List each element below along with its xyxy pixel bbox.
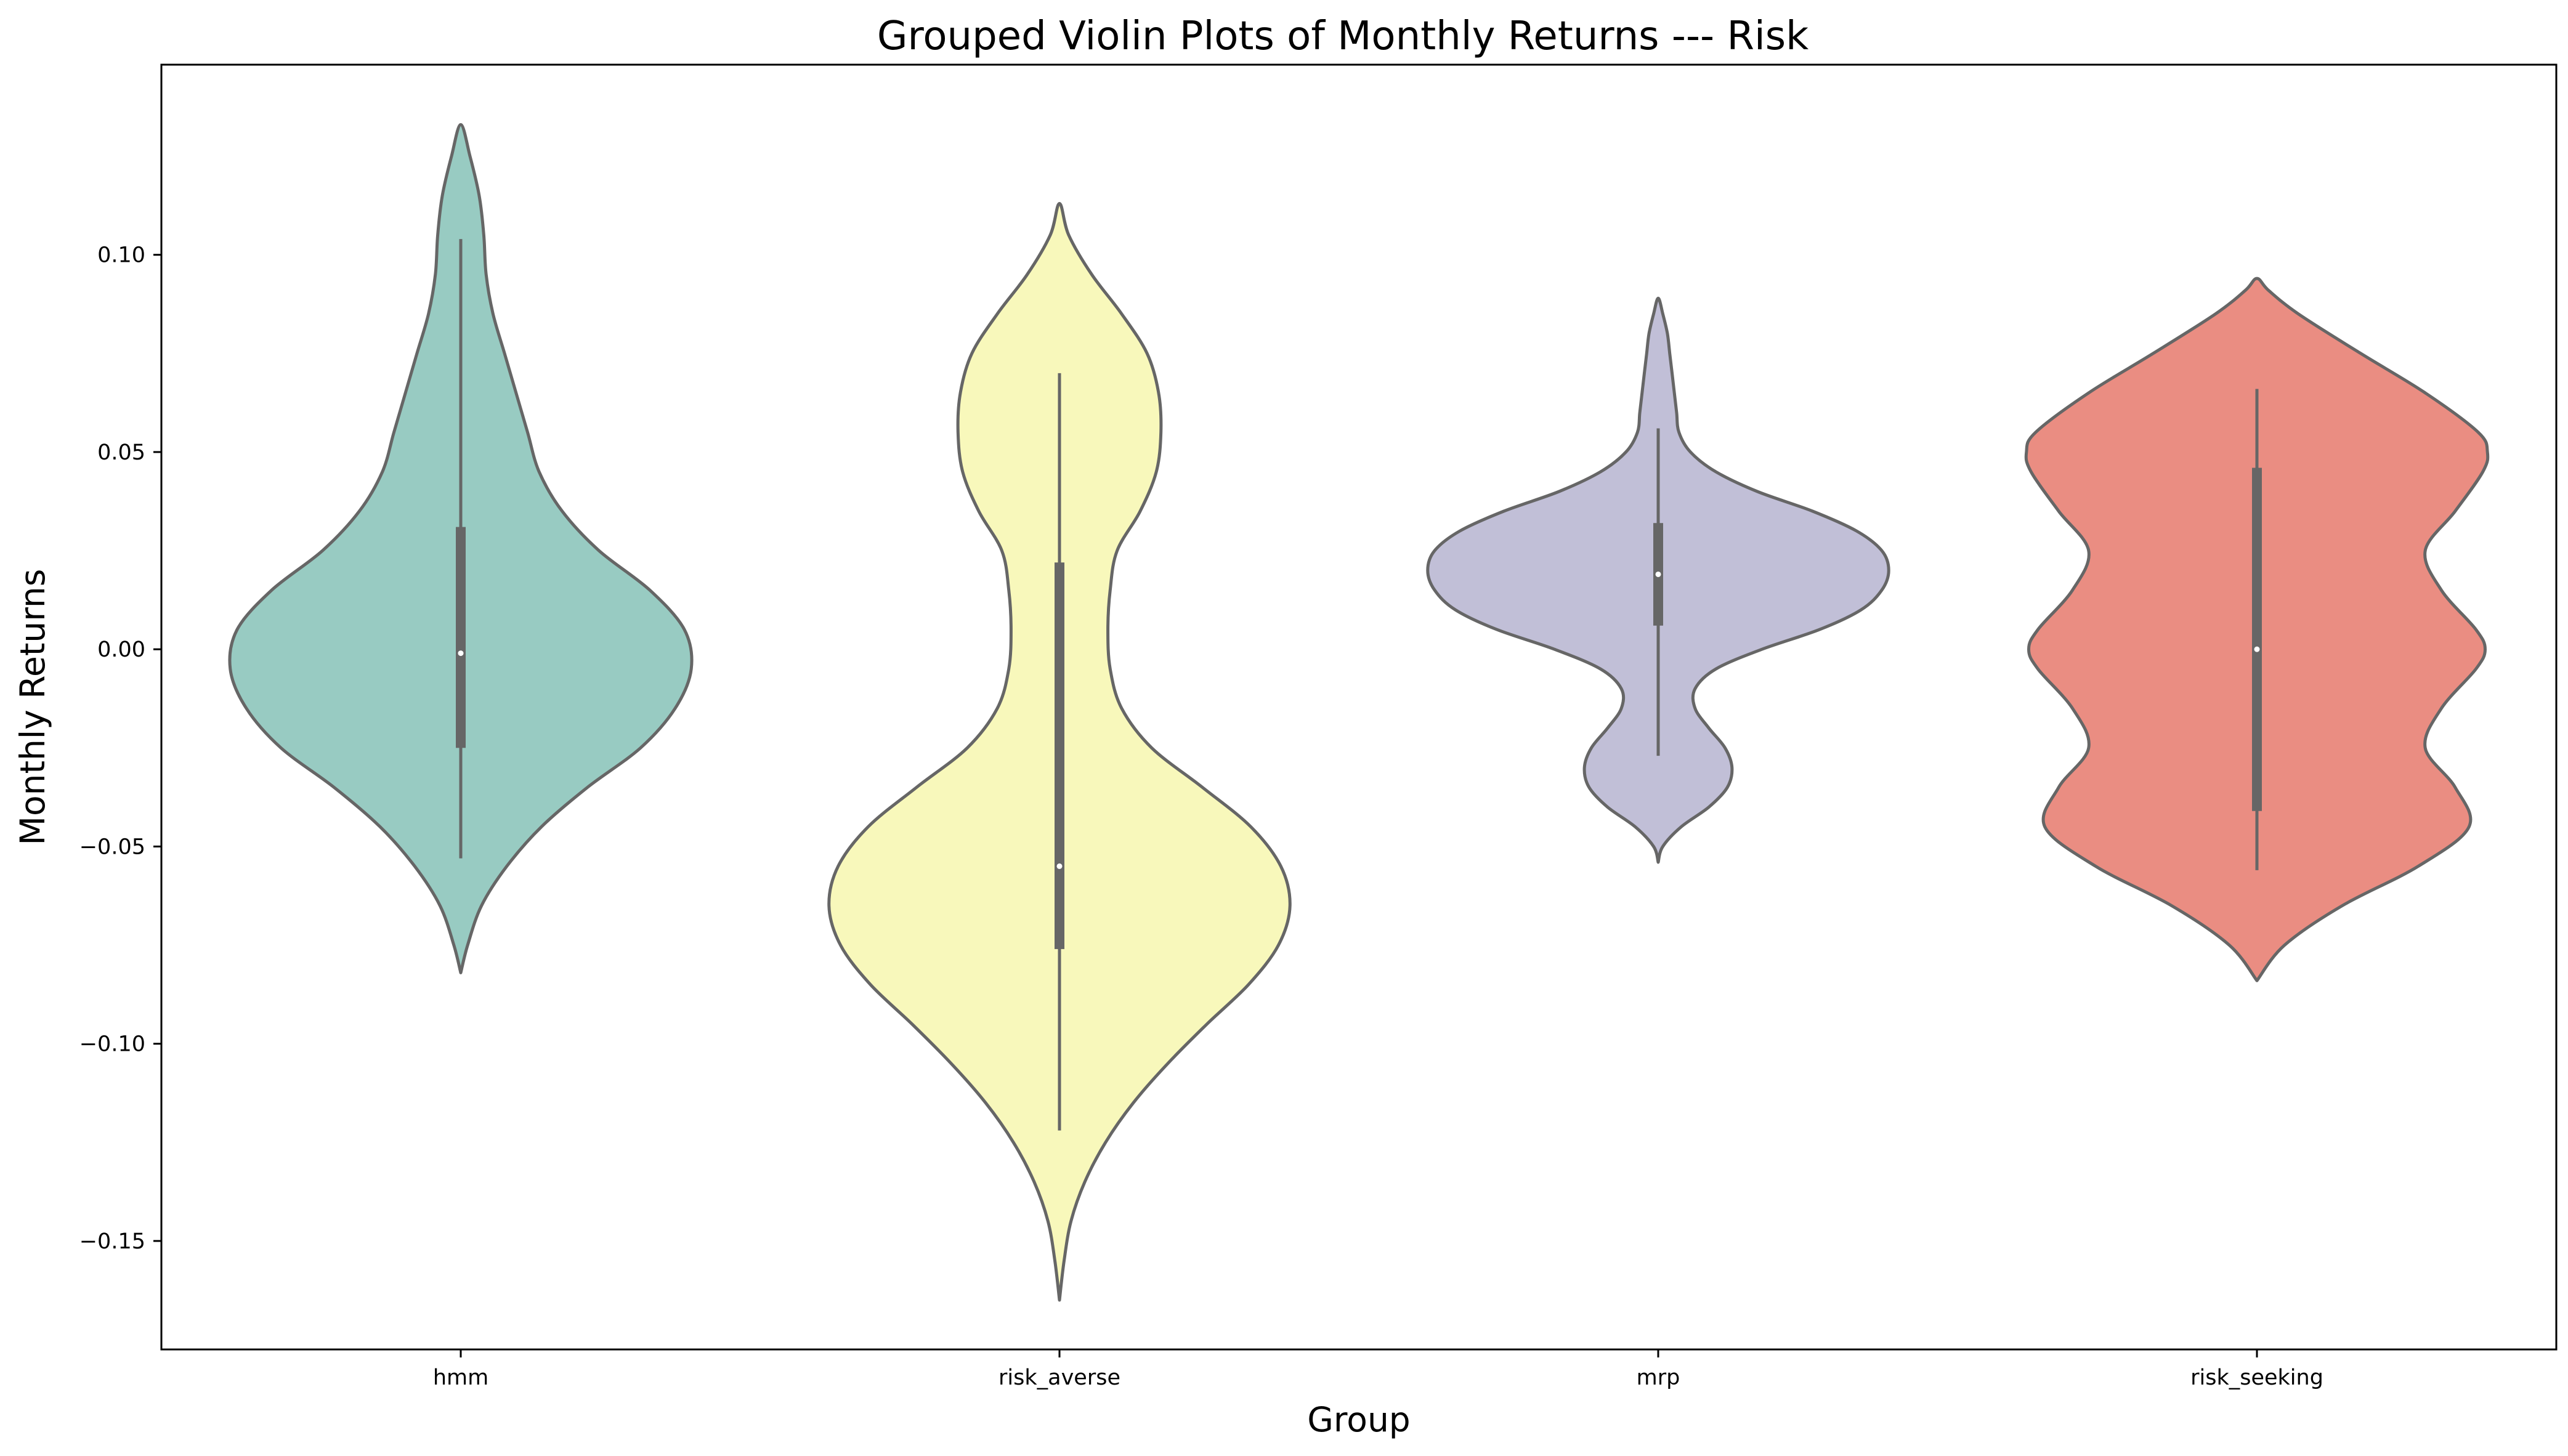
median-dot-hmm (458, 650, 464, 657)
chart-title: Grouped Violin Plots of Monthly Returns … (877, 14, 1809, 59)
x-tick-label-mrp: mrp (1637, 1365, 1680, 1390)
y-tick-label: 0.00 (97, 637, 145, 662)
y-tick-label: 0.05 (97, 440, 145, 465)
iqr-box-hmm (456, 527, 466, 748)
violin-risk_averse (827, 201, 1292, 1302)
x-tick-label-risk_averse: risk_averse (998, 1365, 1120, 1390)
violin-hmm (228, 123, 694, 974)
y-tick-label: −0.10 (79, 1032, 145, 1057)
median-dot-risk_averse (1056, 863, 1063, 869)
y-tick-label: −0.05 (79, 835, 145, 859)
x-tick-label-hmm: hmm (433, 1365, 488, 1390)
x-axis-title: Group (1307, 1400, 1410, 1439)
x-tick-label-risk_seeking: risk_seeking (2190, 1365, 2323, 1390)
iqr-box-risk_seeking (2252, 467, 2262, 811)
x-axis: hmm risk_averse mrp risk_seeking (433, 1349, 2323, 1390)
violin-mrp (1426, 296, 1890, 864)
violin-risk_seeking (2024, 277, 2490, 982)
median-dot-mrp (1655, 571, 1661, 577)
plot-frame (160, 63, 2558, 1351)
median-dot-risk_seeking (2254, 646, 2260, 652)
y-axis-title: Monthly Returns (13, 569, 52, 846)
iqr-box-risk_averse (1055, 562, 1064, 949)
plot-area (228, 123, 2490, 1302)
y-tick-label: −0.15 (79, 1229, 145, 1254)
y-tick-label: 0.10 (97, 243, 145, 268)
y-axis: 0.10 0.05 0.00 −0.05 −0.10 −0.15 (79, 243, 161, 1254)
